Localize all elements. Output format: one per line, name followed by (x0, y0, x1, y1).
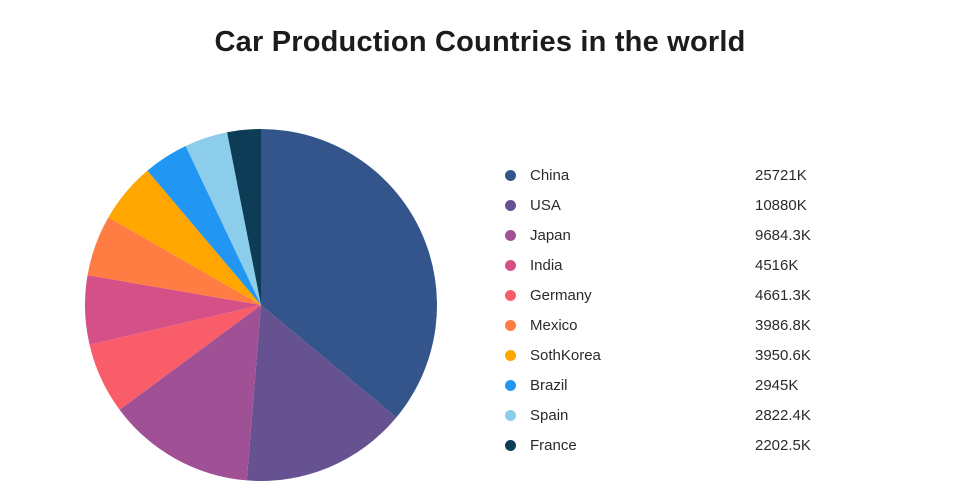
legend-item-usa[interactable]: USA 10880K (505, 190, 845, 220)
pie-slice-india[interactable] (84, 275, 261, 345)
legend-label: SothKorea (530, 346, 601, 364)
legend-dot-icon (505, 349, 516, 361)
pie-slice-mexico[interactable] (87, 217, 261, 305)
legend-value: 3950.6K (755, 346, 811, 364)
pie-slice-brazil[interactable] (147, 145, 261, 305)
legend-item-germany[interactable]: Germany 4661.3K (505, 280, 845, 310)
legend-label: Japan (530, 226, 571, 244)
pie-slice-japan[interactable] (119, 305, 261, 481)
legend-value: 2202.5K (755, 436, 811, 454)
legend-dot-icon (505, 229, 516, 241)
legend-dot-icon (505, 379, 516, 391)
legend-item-japan[interactable]: Japan 9684.3K (505, 220, 845, 250)
legend-item-mexico[interactable]: Mexico 3986.8K (505, 310, 845, 340)
legend-dot-icon (505, 439, 516, 451)
legend-dot-icon (505, 199, 516, 211)
pie-svg (84, 129, 437, 482)
legend-dot-icon (505, 319, 516, 331)
legend-dot-icon (505, 289, 516, 301)
legend-label: Brazil (530, 376, 568, 394)
pie-slice-china[interactable] (261, 129, 437, 418)
legend-item-brazil[interactable]: Brazil 2945K (505, 370, 845, 400)
legend-label: Spain (530, 406, 569, 424)
pie-slice-usa[interactable] (246, 305, 397, 482)
legend-label: Germany (530, 286, 592, 304)
legend-value: 2822.4K (755, 406, 811, 424)
legend-label: USA (530, 196, 561, 214)
legend-item-sothkorea[interactable]: SothKorea 3950.6K (505, 340, 845, 370)
legend-dot-icon (505, 259, 516, 271)
legend-label: China (530, 166, 570, 184)
legend-label: France (530, 436, 577, 454)
pie-chart (84, 128, 438, 482)
legend-value: 25721K (755, 166, 807, 184)
legend-value: 3986.8K (755, 316, 811, 334)
legend-value: 4661.3K (755, 286, 811, 304)
legend-item-france[interactable]: France 2202.5K (505, 430, 845, 460)
legend-item-china[interactable]: China 25721K (505, 160, 845, 190)
legend-value: 2945K (755, 376, 799, 394)
pie-slice-spain[interactable] (185, 132, 261, 305)
legend-label: Mexico (530, 316, 578, 334)
pie-slice-sothkorea[interactable] (108, 170, 261, 305)
legend-label: India (530, 256, 563, 274)
legend-value: 10880K (755, 196, 807, 214)
pie-slice-germany[interactable] (89, 305, 262, 410)
legend-item-spain[interactable]: Spain 2822.4K (505, 400, 845, 430)
legend-value: 4516K (755, 256, 799, 274)
legend-item-india[interactable]: India 4516K (505, 250, 845, 280)
legend-value: 9684.3K (755, 226, 811, 244)
legend-dot-icon (505, 409, 516, 421)
legend: China 25721K USA 10880K Japan 9684.3K India 451… (505, 160, 845, 460)
chart-title: Car Production Countries in the world (214, 26, 746, 58)
legend-dot-icon (505, 169, 516, 181)
pie-slice-france[interactable] (227, 129, 261, 305)
